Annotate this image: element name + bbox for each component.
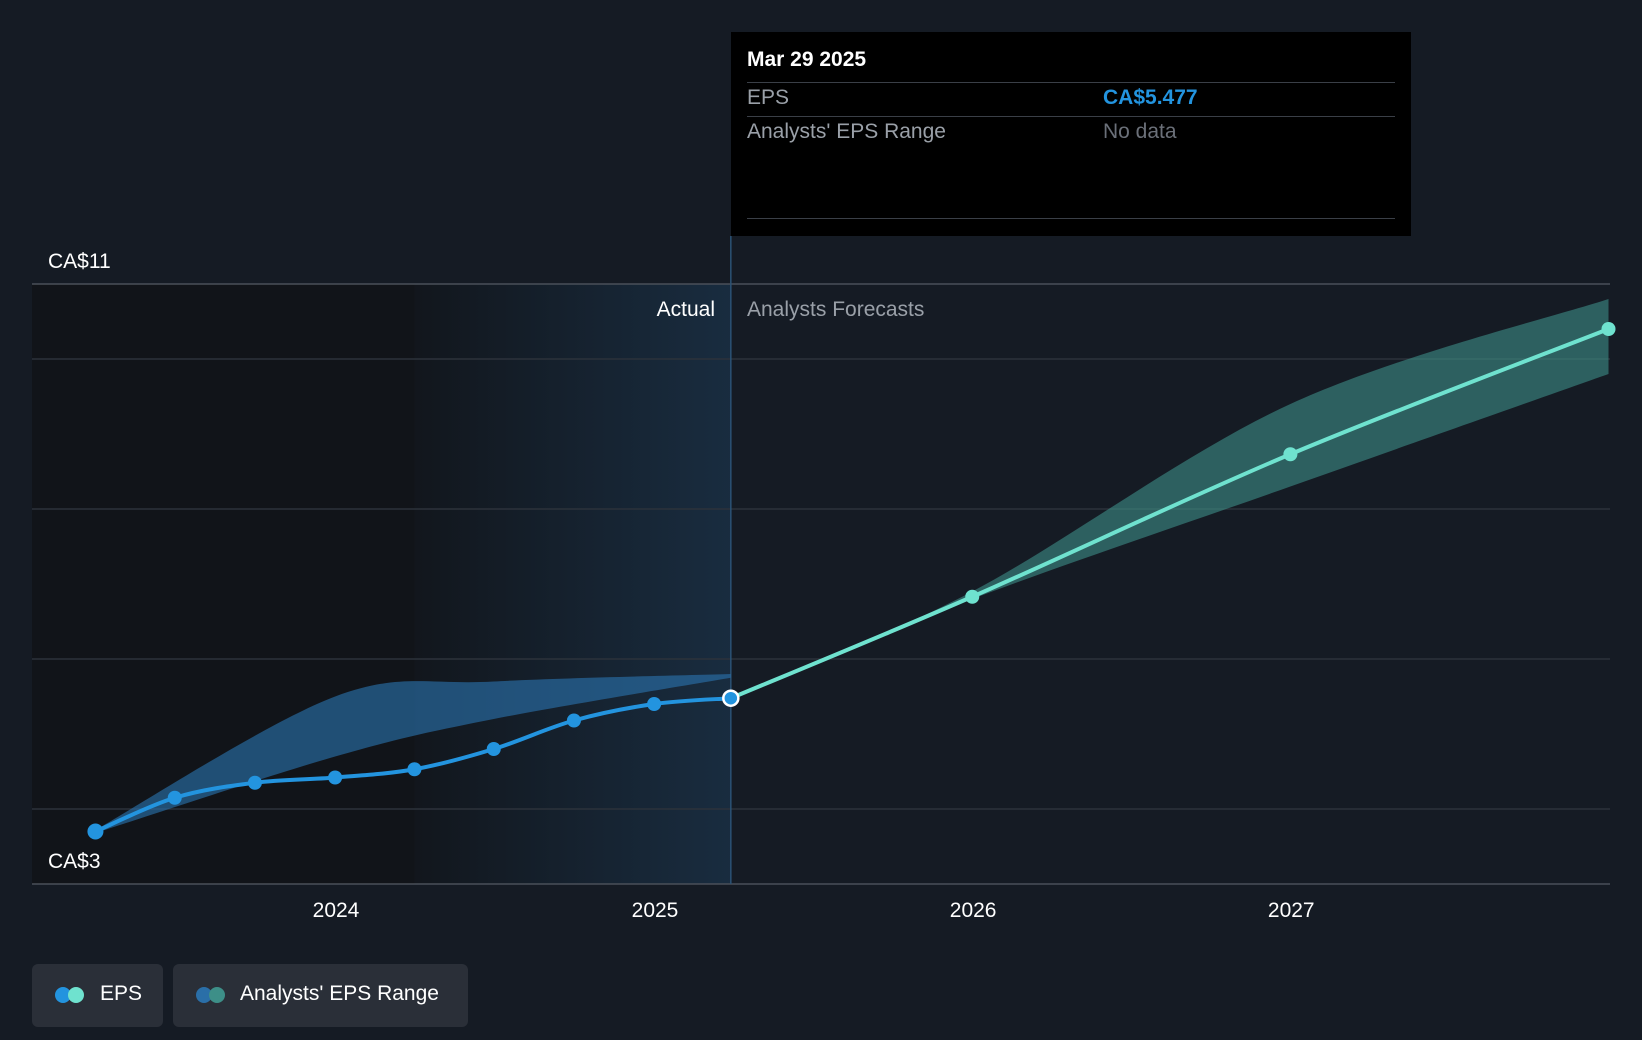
eps-forecast-point[interactable]	[965, 589, 980, 604]
highlight-point[interactable]	[722, 689, 740, 707]
legend-item-range[interactable]: Analysts' EPS Range	[173, 964, 468, 1027]
forecast-section-label: Analysts Forecasts	[747, 298, 924, 321]
eps-actual-point[interactable]	[247, 775, 262, 790]
tooltip: Mar 29 2025 EPS CA$5.477 Analysts' EPS R…	[731, 32, 1411, 236]
tooltip-separator	[747, 218, 1395, 219]
tooltip-range-value: No data	[1103, 120, 1177, 143]
eps-actual-points	[87, 697, 662, 840]
analyst-range-band-forecast	[730, 299, 1609, 699]
x-tick-label: 2026	[950, 899, 997, 922]
x-tick-label: 2027	[1268, 899, 1315, 922]
eps-forecast-point[interactable]	[1283, 447, 1298, 462]
eps-actual-point[interactable]	[566, 713, 581, 728]
tooltip-separator	[747, 82, 1395, 83]
y-tick-label-top: CA$11	[48, 250, 111, 273]
actual-section-label: Actual	[657, 298, 715, 321]
x-tick-label: 2025	[632, 899, 679, 922]
eps-forecast-legend-icon	[68, 987, 84, 1003]
eps-actual-point[interactable]	[647, 697, 662, 711]
eps-actual-point[interactable]	[328, 770, 343, 785]
eps-actual-point[interactable]	[486, 742, 501, 756]
y-tick-label-bottom: CA$3	[48, 850, 101, 873]
eps-forecast-line	[728, 327, 1611, 701]
tooltip-eps-value: CA$5.477	[1103, 86, 1198, 109]
tooltip-range-label: Analysts' EPS Range	[747, 120, 946, 143]
eps-legend-icon	[55, 987, 71, 1003]
range-legend-icon	[196, 987, 212, 1003]
x-tick-label: 2024	[313, 899, 360, 922]
actual-period-highlight	[414, 284, 731, 884]
eps-actual-point[interactable]	[407, 762, 422, 777]
tooltip-date: Mar 29 2025	[747, 48, 867, 71]
legend-label-range: Analysts' EPS Range	[240, 982, 439, 1005]
x-axis-ticks: 2024 2025 2026 2027	[313, 899, 1315, 922]
tooltip-separator	[747, 116, 1395, 117]
tooltip-eps-label: EPS	[747, 86, 790, 109]
eps-forecast-point[interactable]	[1601, 322, 1616, 336]
eps-forecast-points	[965, 322, 1616, 604]
range-forecast-legend-icon	[209, 987, 225, 1003]
eps-actual-point[interactable]	[87, 823, 104, 840]
legend-item-eps[interactable]: EPS	[32, 964, 163, 1027]
legend-label-eps: EPS	[100, 982, 143, 1005]
analyst-range-band-historical	[95, 674, 731, 833]
eps-actual-point[interactable]	[167, 790, 182, 805]
grid-lines	[32, 283, 1610, 885]
